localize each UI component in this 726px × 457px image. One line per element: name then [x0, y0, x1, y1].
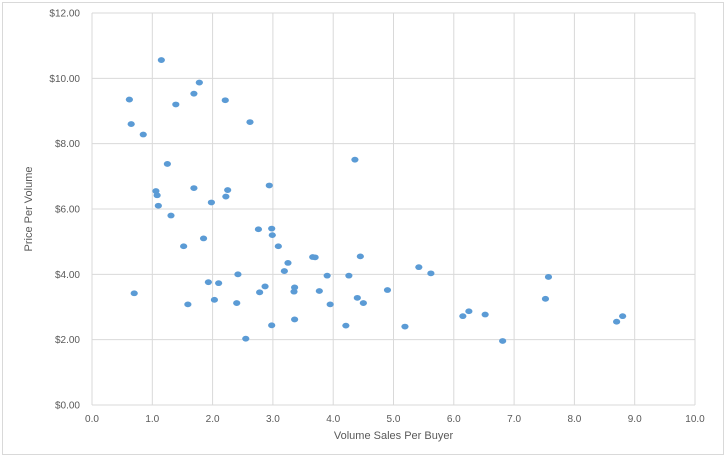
- x-tick-label: 7.0: [507, 414, 521, 425]
- x-tick-label: 5.0: [387, 414, 401, 425]
- data-points: [125, 57, 627, 344]
- data-point: [544, 274, 553, 280]
- data-point: [157, 57, 165, 63]
- x-tick-label: 9.0: [628, 414, 642, 425]
- x-tick-label: 2.0: [206, 414, 220, 425]
- data-point: [619, 313, 627, 320]
- data-point: [190, 185, 198, 191]
- data-point: [499, 338, 507, 344]
- data-point: [415, 264, 423, 271]
- data-point: [163, 161, 171, 167]
- data-point: [613, 318, 621, 325]
- data-point: [315, 288, 323, 294]
- x-axis-title: Volume Sales Per Buyer: [334, 430, 454, 442]
- data-point: [290, 288, 298, 295]
- y-axis-title: Price Per Volume: [23, 167, 35, 252]
- data-point: [351, 156, 359, 163]
- data-point: [199, 235, 208, 242]
- data-point: [268, 322, 276, 329]
- data-point: [190, 90, 198, 97]
- data-point: [427, 270, 435, 277]
- data-point: [541, 295, 550, 302]
- data-point: [210, 296, 219, 303]
- y-tick-label: $0.00: [55, 401, 80, 412]
- x-tick-label: 6.0: [447, 414, 461, 425]
- x-axis-ticks: 0.0 1.0 2.0 3.0 4.0 5.0 6.0 7.0 8.0 9.0 10.0: [85, 414, 705, 425]
- data-point: [284, 260, 292, 266]
- data-point: [154, 202, 162, 209]
- data-point: [139, 131, 147, 138]
- data-point: [268, 232, 276, 239]
- y-axis-ticks: $0.00 $2.00 $4.00 $6.00 $8.00 $10.00 $12.00: [49, 9, 80, 412]
- data-point: [233, 300, 241, 306]
- data-point: [342, 322, 350, 329]
- data-point: [401, 323, 409, 330]
- x-tick-label: 1.0: [145, 414, 159, 425]
- x-tick-label: 0.0: [85, 414, 99, 425]
- data-point: [153, 192, 161, 199]
- data-point: [184, 301, 192, 308]
- data-point: [204, 279, 212, 286]
- data-point: [326, 301, 334, 308]
- data-point: [356, 253, 364, 260]
- data-point: [215, 280, 223, 287]
- data-point: [323, 272, 331, 279]
- data-point: [130, 290, 138, 297]
- data-point: [268, 225, 276, 232]
- x-tick-label: 4.0: [326, 414, 340, 425]
- data-point: [345, 272, 353, 279]
- y-tick-label: $10.00: [49, 74, 80, 85]
- data-point: [224, 187, 232, 193]
- y-tick-label: $4.00: [55, 270, 80, 281]
- data-point: [234, 271, 242, 278]
- data-point: [195, 79, 203, 86]
- y-tick-label: $8.00: [55, 139, 80, 150]
- data-point: [274, 243, 282, 250]
- data-point: [291, 284, 299, 291]
- data-point: [242, 335, 250, 342]
- data-point: [261, 283, 269, 290]
- data-point: [459, 313, 467, 320]
- data-point: [180, 243, 188, 250]
- data-point: [125, 96, 133, 103]
- data-point: [207, 199, 215, 206]
- data-point: [256, 289, 264, 296]
- data-point: [353, 294, 361, 301]
- data-point: [481, 311, 489, 318]
- gridlines: [91, 12, 696, 406]
- data-point: [221, 97, 229, 104]
- x-tick-label: 10.0: [685, 414, 705, 425]
- data-point: [254, 226, 263, 233]
- data-point: [359, 300, 367, 306]
- data-point: [465, 308, 473, 315]
- data-point: [311, 254, 319, 261]
- data-point: [265, 182, 273, 189]
- data-point: [167, 212, 175, 219]
- x-tick-label: 3.0: [266, 414, 280, 425]
- y-tick-label: $2.00: [55, 335, 80, 346]
- x-tick-label: 8.0: [567, 414, 581, 425]
- data-point: [222, 193, 230, 200]
- y-tick-label: $6.00: [55, 205, 80, 216]
- data-point: [383, 287, 392, 293]
- data-point: [246, 119, 254, 126]
- y-tick-label: $12.00: [49, 9, 80, 20]
- data-point: [127, 121, 135, 127]
- data-point: [280, 268, 288, 274]
- data-point: [172, 101, 180, 108]
- data-point: [291, 316, 299, 323]
